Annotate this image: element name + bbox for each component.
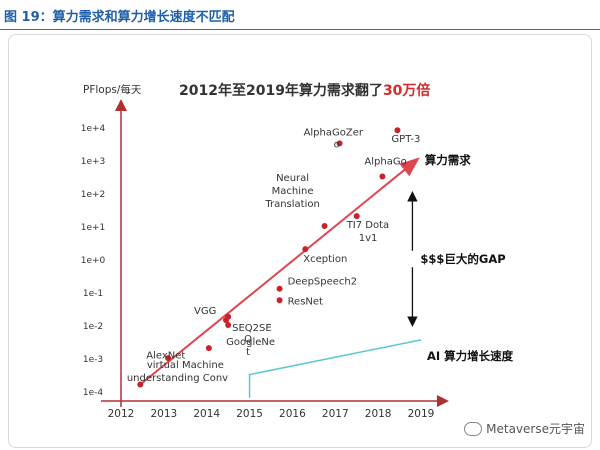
x-ticks: 2012 2013 2014 2015 2016 2017 2018 2019: [108, 408, 435, 420]
watermark: Metaverse元宇宙: [464, 420, 585, 437]
data-point: [276, 297, 283, 304]
chart-panel: 2012年至2019年算力需求翻了30万倍 PFlops/每天 1e-4 1e-3…: [8, 34, 592, 448]
data-point: [165, 355, 172, 362]
x-tick-label: 2015: [236, 408, 263, 420]
data-point: [394, 127, 401, 134]
data-point: [205, 345, 212, 352]
point-label: Translation: [264, 199, 320, 210]
point-label: ResNet: [288, 296, 323, 307]
point-label: 1v1: [359, 233, 378, 244]
watermark-text: Metaverse元宇宙: [486, 422, 585, 436]
chart-title-emphasis: 30万倍: [383, 82, 430, 99]
x-tick-label: 2016: [279, 408, 306, 420]
hardware-growth-line: [248, 339, 422, 398]
point-label: Neural: [276, 173, 309, 184]
data-points: [137, 127, 401, 388]
demand-trend-line: [139, 157, 420, 386]
y-tick-label: 1e-4: [83, 388, 104, 398]
y-axis-label: PFlops/每天: [83, 83, 142, 96]
x-tick-label: 2014: [193, 408, 220, 420]
chart-svg: 2012年至2019年算力需求翻了30万倍 PFlops/每天 1e-4 1e-3…: [81, 82, 514, 420]
data-point: [137, 381, 144, 388]
y-tick-label: 1e-1: [83, 289, 103, 299]
annotations: 算力需求 AI 算力增长速度 $$$巨大的GAP: [139, 153, 514, 398]
point-label: AlphaGo: [364, 156, 406, 167]
x-tick-label: 2013: [150, 408, 177, 420]
data-point: [302, 246, 309, 253]
figure-title: 图 19：算力需求和算力增长速度不匹配: [4, 10, 235, 25]
x-tick-label: 2018: [365, 408, 392, 420]
y-tick-label: 1e-3: [83, 355, 103, 365]
chat-bubble-icon: [464, 421, 483, 436]
data-point: [321, 222, 328, 229]
y-tick-label: 1e+2: [81, 190, 106, 200]
point-label: o: [334, 139, 340, 150]
data-point: [225, 322, 232, 329]
y-tick-label: 1e+1: [81, 223, 106, 233]
data-point: [276, 285, 283, 292]
y-tick-label: 1e-2: [83, 322, 103, 332]
y-tick-label: 1e+3: [81, 157, 106, 167]
point-label: Machine: [272, 186, 314, 197]
point-label: Q: [244, 334, 252, 345]
data-point: [353, 213, 360, 220]
hardware-growth-label: AI 算力增长速度: [427, 349, 514, 363]
x-tick-label: 2012: [108, 408, 135, 420]
data-point: [379, 173, 386, 180]
point-label: AlphaGoZer: [304, 127, 364, 138]
y-ticks: 1e-4 1e-3 1e-2 1e-1 1e+0 1e+1 1e+2 1e+3 1e+4: [81, 124, 106, 398]
point-label: DeepSpeech2: [288, 277, 358, 288]
y-tick-label: 1e+0: [81, 256, 106, 266]
gap-label: $$$巨大的GAP: [420, 252, 505, 266]
point-label: TI7 Dota: [346, 220, 389, 231]
point-label: virtual Machine: [147, 360, 224, 371]
x-tick-label: 2019: [408, 408, 435, 420]
point-label: GPT-3: [391, 134, 420, 145]
data-point: [336, 140, 343, 147]
point-label: AlexNet: [146, 350, 185, 361]
point-label: VGG: [194, 306, 216, 317]
data-point: [225, 313, 232, 320]
demand-trend-label: 算力需求: [424, 153, 471, 167]
point-label: t: [246, 347, 250, 358]
point-label: understanding Conv: [127, 373, 228, 384]
point-label: SEQ2SE: [232, 323, 272, 334]
figure-header: 图 19：算力需求和算力增长速度不匹配: [0, 0, 600, 30]
point-label: Xception: [303, 254, 347, 265]
x-tick-label: 2017: [322, 408, 349, 420]
point-label: GoogleNe: [226, 337, 275, 348]
chart-title: 2012年至2019年算力需求翻了30万倍: [179, 82, 430, 99]
axes: [101, 99, 449, 407]
y-tick-label: 1e+4: [81, 124, 106, 134]
